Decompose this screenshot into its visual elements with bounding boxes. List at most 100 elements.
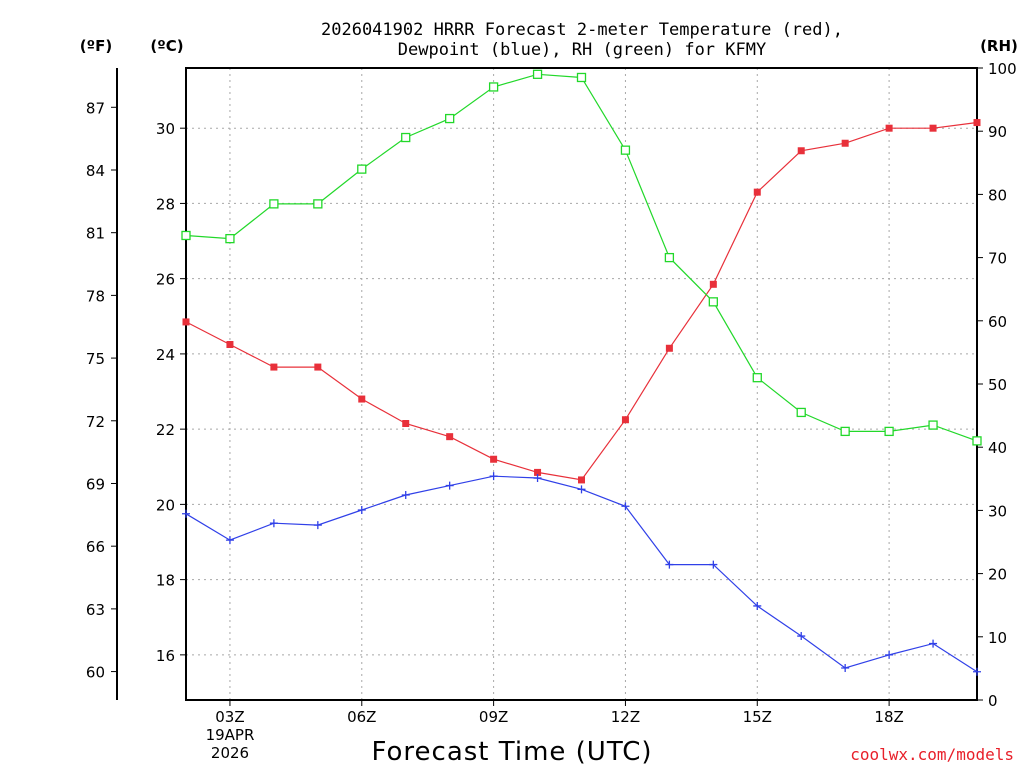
fahrenheit-axis-ticks: 60 63 66 69 72 75 78 81 84 87 bbox=[86, 99, 117, 682]
dewpoint-point bbox=[665, 560, 674, 569]
fahrenheit-tick-label: 87 bbox=[86, 99, 105, 117]
rh-tick-label: 80 bbox=[988, 186, 1007, 204]
celsius-unit-label: (ºC) bbox=[150, 37, 183, 55]
series-layer bbox=[181, 69, 982, 676]
dewpoint-point bbox=[313, 521, 322, 530]
rh-tick-label: 0 bbox=[988, 692, 998, 710]
date-label-day: 19APR bbox=[206, 726, 255, 744]
x-tick-label: 09Z bbox=[479, 708, 508, 726]
rh-point bbox=[752, 373, 762, 383]
temperature-series-line bbox=[185, 121, 978, 481]
dewpoint-point bbox=[357, 506, 366, 515]
celsius-tick-label: 30 bbox=[156, 120, 175, 138]
rh-tick-label: 70 bbox=[988, 250, 1007, 268]
rh-tick-label: 20 bbox=[988, 566, 1007, 584]
plot-frame bbox=[185, 67, 978, 701]
x-axis-label: Forecast Time (UTC) bbox=[371, 737, 652, 767]
temperature-point bbox=[402, 420, 410, 427]
rh-point bbox=[401, 132, 411, 143]
fahrenheit-tick-label: 66 bbox=[86, 538, 105, 556]
x-tick-label: 12Z bbox=[611, 708, 640, 726]
rh-tick-label: 90 bbox=[988, 123, 1007, 141]
rh-series-line bbox=[185, 73, 978, 442]
fahrenheit-unit-label: (ºF) bbox=[80, 37, 112, 55]
temperature-point bbox=[578, 476, 585, 484]
temperature-point bbox=[885, 124, 893, 132]
celsius-tick-label: 22 bbox=[156, 421, 175, 439]
celsius-tick-label: 24 bbox=[156, 346, 175, 364]
fahrenheit-tick-label: 81 bbox=[86, 225, 105, 243]
fahrenheit-tick-label: 60 bbox=[86, 664, 105, 682]
rh-point bbox=[532, 69, 543, 79]
rh-point bbox=[928, 420, 938, 430]
time-axis-ticks: 03Z 06Z 09Z 12Z 15Z 18Z bbox=[215, 700, 904, 726]
temperature-point bbox=[270, 363, 278, 371]
rh-unit-label: (RH) bbox=[980, 37, 1018, 55]
rh-point bbox=[313, 199, 323, 209]
dewpoint-point bbox=[533, 474, 542, 483]
dewpoint-point bbox=[182, 509, 190, 518]
rh-point bbox=[181, 230, 191, 241]
fahrenheit-tick-label: 63 bbox=[86, 601, 105, 619]
temperature-point bbox=[929, 124, 937, 132]
rh-point bbox=[796, 407, 806, 418]
temperature-point bbox=[314, 363, 322, 371]
dewpoint-point bbox=[797, 632, 806, 641]
celsius-tick-label: 26 bbox=[156, 271, 175, 289]
temperature-point bbox=[358, 395, 366, 403]
temperature-point bbox=[490, 455, 498, 463]
chart-title-line1: 2026041902 HRRR Forecast 2-meter Tempera… bbox=[321, 20, 843, 40]
rh-tick-label: 30 bbox=[988, 502, 1007, 520]
dewpoint-point bbox=[973, 667, 981, 676]
dewpoint-point bbox=[929, 639, 938, 648]
dewpoint-series-line bbox=[185, 475, 978, 673]
date-label-year: 2026 bbox=[211, 744, 249, 762]
rh-tick-label: 60 bbox=[988, 313, 1007, 331]
fahrenheit-tick-label: 69 bbox=[86, 475, 105, 493]
rh-tick-label: 10 bbox=[988, 629, 1007, 647]
temperature-point bbox=[797, 147, 805, 155]
x-tick-label: 06Z bbox=[347, 708, 376, 726]
rh-point bbox=[269, 199, 279, 209]
grid-lines bbox=[186, 68, 977, 700]
temperature-point bbox=[665, 344, 673, 352]
rh-point bbox=[576, 72, 587, 83]
rh-point bbox=[225, 233, 235, 244]
temperature-point bbox=[534, 468, 542, 476]
rh-point bbox=[884, 426, 894, 437]
temperature-point bbox=[446, 433, 454, 441]
rh-tick-label: 100 bbox=[988, 60, 1017, 78]
fahrenheit-tick-label: 78 bbox=[86, 287, 105, 305]
temperature-point bbox=[621, 416, 629, 424]
celsius-tick-label: 18 bbox=[156, 572, 175, 590]
fahrenheit-tick-label: 72 bbox=[86, 413, 105, 431]
fahrenheit-tick-label: 75 bbox=[86, 350, 105, 368]
dewpoint-point bbox=[445, 481, 454, 490]
rh-point bbox=[972, 436, 982, 446]
celsius-tick-label: 16 bbox=[156, 647, 175, 665]
rh-point bbox=[488, 82, 499, 92]
rh-point bbox=[357, 164, 367, 174]
dewpoint-point bbox=[885, 650, 894, 659]
dewpoint-point bbox=[709, 560, 718, 569]
dewpoint-point bbox=[577, 485, 586, 494]
temperature-point bbox=[841, 139, 849, 147]
rh-point bbox=[620, 145, 631, 155]
dewpoint-point bbox=[269, 519, 278, 528]
rh-point bbox=[708, 297, 718, 307]
x-tick-label: 15Z bbox=[743, 708, 772, 726]
celsius-tick-label: 20 bbox=[156, 496, 175, 514]
rh-tick-label: 40 bbox=[988, 439, 1007, 457]
celsius-axis-ticks: 16 18 20 22 24 26 28 30 bbox=[156, 120, 186, 665]
chart-title-line2: Dewpoint (blue), RH (green) for KFMY bbox=[398, 40, 766, 60]
rh-point bbox=[840, 426, 850, 437]
x-tick-label: 03Z bbox=[215, 708, 244, 726]
temperature-point bbox=[182, 318, 190, 326]
rh-axis-ticks: 0 10 20 30 40 50 60 70 80 90 100 bbox=[977, 60, 1017, 710]
source-credit: coolwx.com/models bbox=[850, 745, 1014, 764]
dewpoint-point bbox=[489, 472, 498, 481]
dewpoint-point bbox=[621, 502, 630, 511]
rh-point bbox=[445, 113, 455, 124]
rh-point bbox=[664, 252, 675, 263]
